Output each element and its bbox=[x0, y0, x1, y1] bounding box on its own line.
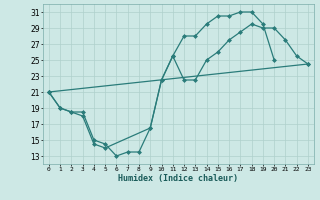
X-axis label: Humidex (Indice chaleur): Humidex (Indice chaleur) bbox=[118, 174, 238, 183]
